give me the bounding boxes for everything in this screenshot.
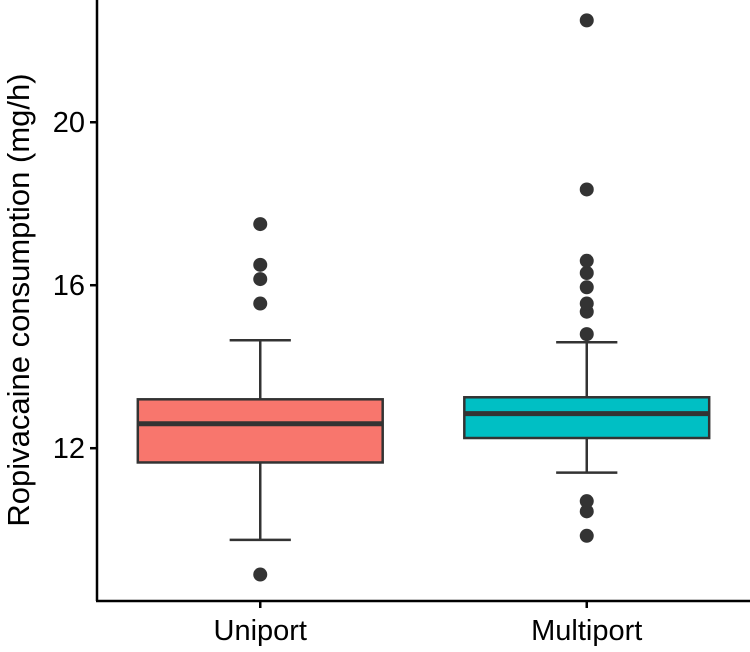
outlier-point	[579, 528, 594, 543]
iqr-box	[463, 396, 711, 440]
outlier-point	[253, 567, 268, 582]
outlier-point	[253, 296, 268, 311]
x-ticks: Uniport Multiport	[214, 601, 642, 647]
iqr-box	[136, 398, 384, 464]
outlier-point	[579, 265, 594, 280]
outlier-point	[579, 253, 594, 268]
y-tick-label: 12	[53, 433, 85, 465]
box-multiport	[463, 13, 711, 543]
y-tick-label: 16	[53, 270, 85, 302]
outlier-point	[253, 272, 268, 287]
outlier-point	[579, 182, 594, 197]
x-tick-label: Multiport	[531, 615, 642, 647]
outlier-point	[579, 13, 594, 28]
y-ticks: 12 16 20	[53, 107, 97, 465]
outlier-point	[579, 280, 594, 295]
boxes	[136, 13, 711, 582]
outlier-point	[579, 504, 594, 519]
outlier-point	[579, 494, 594, 509]
outlier-point	[253, 257, 268, 272]
y-axis-title: Ropivacaine consumption (mg/h)	[1, 73, 36, 526]
outlier-point	[579, 296, 594, 311]
x-tick-label: Uniport	[214, 615, 308, 647]
y-tick-label: 20	[53, 107, 85, 139]
box-uniport	[136, 217, 384, 582]
outlier-point	[579, 327, 594, 342]
outlier-point	[253, 217, 268, 232]
